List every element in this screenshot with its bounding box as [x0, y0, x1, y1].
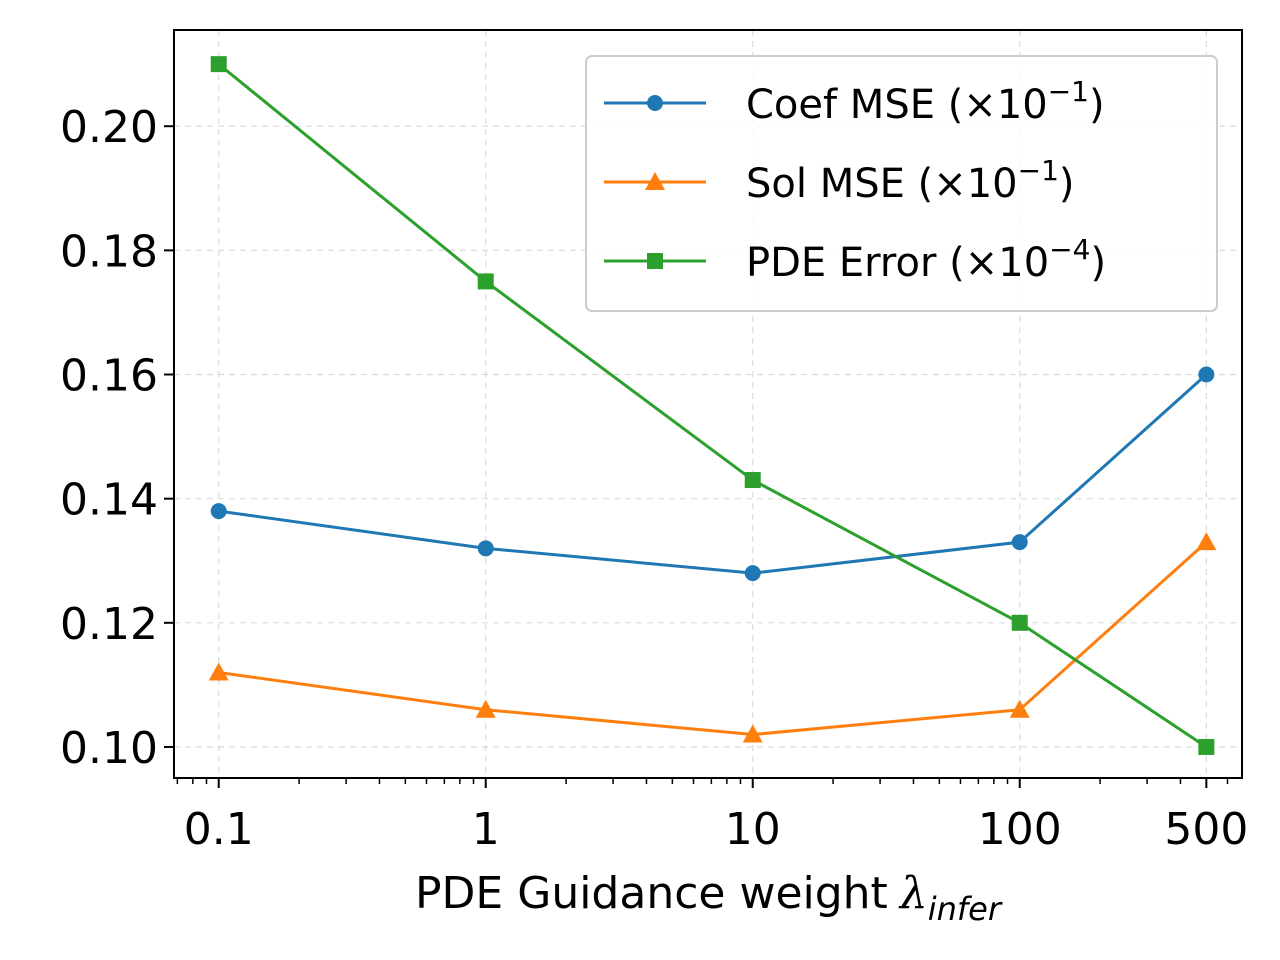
y-tick-label: 0.20 [60, 102, 158, 153]
data-point [1009, 699, 1030, 718]
legend-label: Coef MSE (×10−1) [746, 75, 1105, 128]
legend-label-suffix: ) [1089, 82, 1105, 128]
legend-item: PDE Error (×10−4) [604, 233, 1106, 286]
legend-marker [645, 172, 665, 190]
y-tick-label: 0.12 [60, 599, 158, 650]
y-tick-label: 0.10 [60, 723, 158, 774]
data-point [742, 724, 763, 743]
legend-label-exponent: −4 [1049, 233, 1090, 266]
legend-label-text: PDE Error (×10 [746, 240, 1049, 286]
legend-label: PDE Error (×10−4) [746, 233, 1106, 286]
y-tick-label: 0.14 [60, 475, 158, 526]
y-tick-label: 0.18 [60, 226, 158, 277]
data-point [477, 540, 494, 557]
x-tick-label: 100 [978, 804, 1062, 855]
data-point [1011, 534, 1028, 551]
y-tick-label: 0.16 [60, 351, 158, 402]
x-tick-label: 10 [725, 804, 781, 855]
series-line [218, 373, 1208, 575]
legend-label: Sol MSE (×10−1) [746, 154, 1075, 207]
data-point [744, 565, 761, 582]
data-point [744, 472, 761, 489]
data-point [477, 273, 494, 290]
data-point [1011, 614, 1028, 631]
data-point [210, 56, 227, 73]
data-point [1198, 366, 1215, 383]
legend-label-text: Coef MSE (×10 [746, 82, 1048, 128]
data-point [210, 503, 227, 520]
legend-label-suffix: ) [1059, 161, 1075, 207]
legend-label-text: Sol MSE (×10 [746, 161, 1018, 207]
data-point [208, 662, 229, 681]
data-point [1198, 738, 1215, 755]
series-line [218, 541, 1208, 737]
series-2 [210, 56, 1215, 755]
legend-label-exponent: −1 [1048, 75, 1089, 108]
x-tick-label: 0.1 [184, 804, 254, 855]
x-axis-label-symbol: λ [898, 868, 928, 919]
plot-area-frame [173, 29, 1243, 779]
x-axis-ticks: 0.1 1 10 100 500 [184, 778, 1248, 855]
series-layer [208, 56, 1217, 755]
series-1 [208, 532, 1217, 743]
x-axis-label-text: PDE Guidance weight [415, 868, 888, 919]
legend-item: Coef MSE (×10−1) [604, 75, 1105, 128]
legend-item: Sol MSE (×10−1) [604, 154, 1075, 207]
legend: Coef MSE (×10−1)Sol MSE (×10−1)PDE Error… [585, 55, 1218, 312]
data-point [1196, 532, 1217, 551]
legend-label-suffix: ) [1090, 240, 1106, 286]
x-axis-label: PDE Guidance weight λinfer [415, 868, 1003, 928]
legend-marker [647, 253, 663, 269]
data-point [475, 699, 496, 718]
legend-marker [647, 95, 663, 111]
series-0 [210, 366, 1215, 582]
legend-label-exponent: −1 [1018, 154, 1059, 187]
legend-frame [585, 55, 1218, 312]
x-tick-label: 1 [472, 804, 500, 855]
x-tick-label: 500 [1164, 804, 1248, 855]
y-axis-ticks: 0.10 0.12 0.14 0.16 0.18 0.20 [60, 102, 174, 774]
x-axis-label-subscript: infer [928, 890, 1003, 928]
